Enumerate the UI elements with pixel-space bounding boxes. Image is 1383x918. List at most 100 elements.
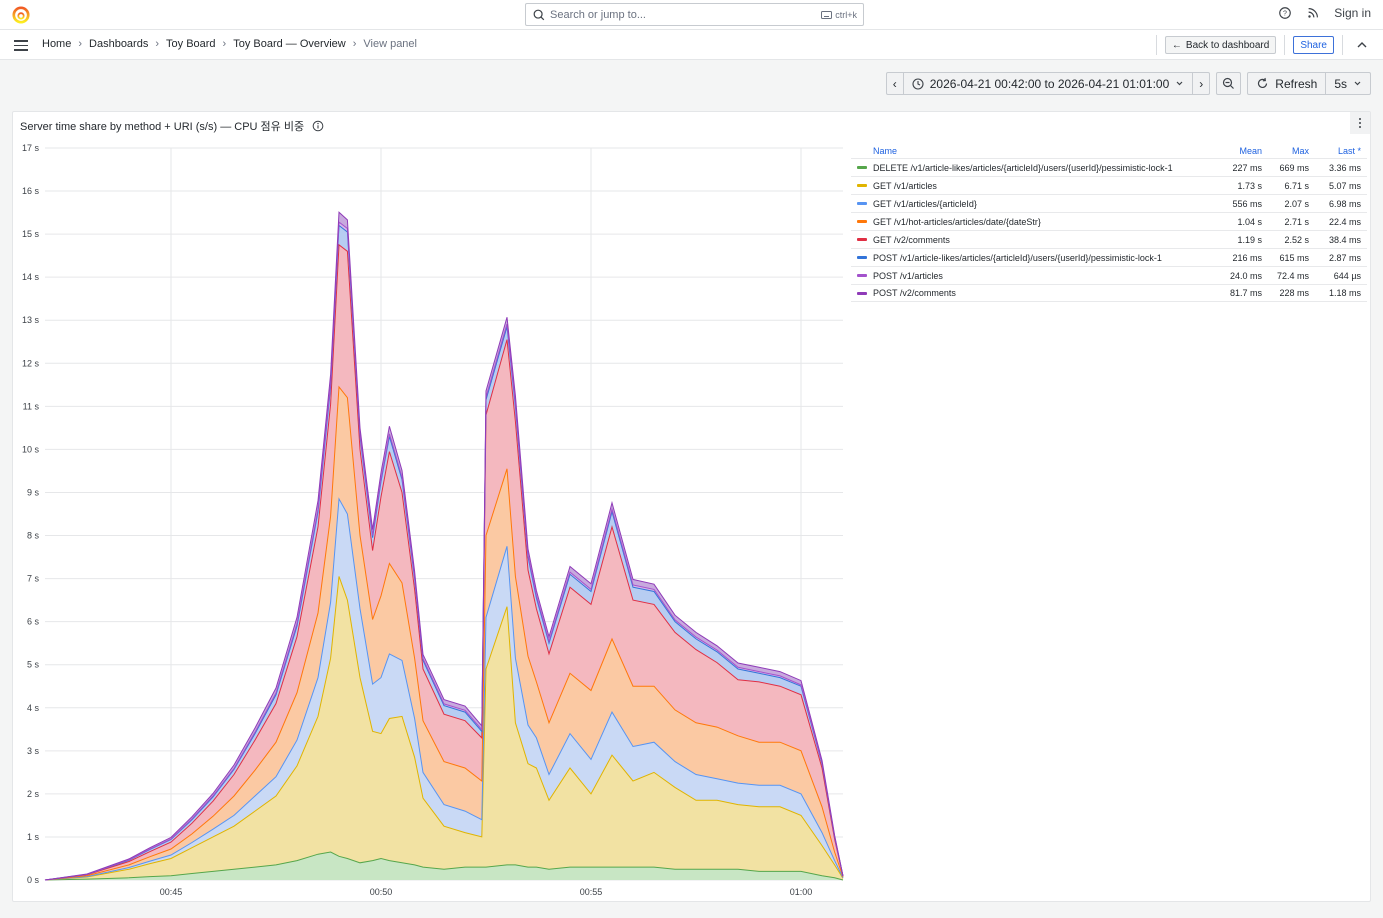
breadcrumb-current: View panel bbox=[363, 38, 417, 50]
legend-row[interactable]: GET /v1/hot-articles/articles/date/{date… bbox=[851, 212, 1367, 230]
legend-max: 72.4 ms bbox=[1276, 270, 1309, 281]
y-tick-label: 11 s bbox=[23, 401, 40, 411]
help-icon[interactable]: ? bbox=[1278, 6, 1292, 20]
legend-max: 6.71 s bbox=[1284, 180, 1309, 191]
legend-row[interactable]: POST /v1/article-likes/articles/{article… bbox=[851, 248, 1367, 266]
breadcrumb-home[interactable]: Home bbox=[42, 38, 72, 50]
chart-areas bbox=[45, 212, 843, 881]
series-area bbox=[45, 576, 843, 880]
chevron-up-icon[interactable] bbox=[1355, 38, 1369, 52]
share-button[interactable]: Share bbox=[1293, 36, 1334, 54]
time-back-button[interactable]: ‹ bbox=[887, 73, 904, 94]
legend-header-last[interactable]: Last * bbox=[1337, 146, 1361, 156]
time-range-picker[interactable]: 2026-04-21 00:42:00 to 2026-04-21 01:01:… bbox=[904, 73, 1194, 94]
y-tick-label: 14 s bbox=[22, 272, 40, 282]
clock-icon bbox=[912, 77, 924, 90]
legend-mean: 556 ms bbox=[1232, 198, 1262, 209]
legend-color-swatch bbox=[857, 166, 867, 169]
zoom-out-icon bbox=[1223, 77, 1235, 89]
legend-header-max[interactable]: Max bbox=[1291, 146, 1309, 156]
legend-series-label: GET /v2/comments bbox=[873, 234, 950, 245]
time-range-label: 2026-04-21 00:42:00 to 2026-04-21 01:01:… bbox=[929, 76, 1170, 91]
y-tick-label: 1 s bbox=[27, 832, 40, 842]
legend-mean: 1.73 s bbox=[1237, 180, 1262, 191]
legend-series-name: POST /v2/comments bbox=[851, 288, 1219, 298]
legend-series-label: DELETE /v1/article-likes/articles/{artic… bbox=[873, 162, 1173, 173]
y-tick-label: 0 s bbox=[27, 875, 40, 885]
legend-series-name: GET /v2/comments bbox=[851, 235, 1219, 245]
stacked-area-chart[interactable]: 0 s 1 s 2 s 3 s 4 s 5 s 6 s 7 s 8 s 9 s 10 s 11 s 12… bbox=[13, 112, 847, 901]
panel-title: Server time share by method + URI (s/s) … bbox=[20, 121, 305, 133]
refresh-interval-select[interactable]: 5s bbox=[1326, 73, 1370, 94]
chevron-right-icon: › bbox=[155, 38, 160, 50]
top-bar: Search or jump to... ctrl+k ? Sign in bbox=[0, 0, 1383, 30]
series-line bbox=[44, 221, 844, 881]
x-tick-label: 01:00 bbox=[790, 887, 813, 897]
legend-last: 2.87 ms bbox=[1328, 252, 1361, 263]
refresh-interval-value: 5s bbox=[1334, 76, 1347, 91]
rss-icon[interactable] bbox=[1306, 6, 1320, 20]
y-tick-label: 3 s bbox=[27, 746, 40, 756]
sign-in-link[interactable]: Sign in bbox=[1334, 6, 1371, 20]
legend-series-name: GET /v1/hot-articles/articles/date/{date… bbox=[851, 217, 1219, 227]
legend-color-swatch bbox=[857, 202, 867, 205]
y-tick-label: 6 s bbox=[27, 617, 40, 627]
legend-row[interactable]: DELETE /v1/article-likes/articles/{artic… bbox=[851, 158, 1367, 176]
legend-color-swatch bbox=[857, 184, 867, 187]
grafana-logo-icon[interactable] bbox=[12, 6, 30, 24]
legend-row[interactable]: GET /v1/articles 1.73 s 6.71 s 5.07 ms bbox=[851, 176, 1367, 194]
refresh-button[interactable]: Refresh bbox=[1248, 73, 1327, 94]
legend-mean: 1.19 s bbox=[1237, 234, 1262, 245]
legend-max: 2.07 s bbox=[1284, 198, 1309, 209]
legend-series-label: GET /v1/articles bbox=[873, 180, 937, 191]
zoom-out-button[interactable] bbox=[1216, 72, 1242, 95]
divider bbox=[1342, 35, 1343, 55]
breadcrumb-dashboards[interactable]: Dashboards bbox=[89, 38, 149, 50]
panel-menu-button[interactable] bbox=[1350, 112, 1370, 134]
legend-table: Name Mean Max Last * DELETE /v1/article-… bbox=[851, 144, 1367, 302]
chevron-down-icon bbox=[1176, 81, 1183, 86]
refresh-label: Refresh bbox=[1275, 76, 1318, 91]
legend-mean: 24.0 ms bbox=[1229, 270, 1262, 281]
legend-header-mean[interactable]: Mean bbox=[1239, 146, 1262, 156]
chart-lines bbox=[44, 211, 844, 881]
info-icon[interactable] bbox=[312, 120, 324, 132]
y-tick-label: 9 s bbox=[27, 487, 40, 497]
legend-mean: 81.7 ms bbox=[1229, 288, 1262, 298]
breadcrumb: Home › Dashboards › Toy Board › Toy Boar… bbox=[42, 38, 417, 50]
breadcrumb-dashboard[interactable]: Toy Board — Overview bbox=[233, 38, 346, 50]
x-tick-label: 00:55 bbox=[580, 887, 603, 897]
legend-header: Name Mean Max Last * bbox=[851, 144, 1367, 158]
chevron-right-icon: › bbox=[222, 38, 227, 50]
series-area bbox=[45, 852, 843, 880]
breadcrumb-folder[interactable]: Toy Board bbox=[166, 38, 216, 50]
arrow-left-icon: ← bbox=[1171, 39, 1182, 51]
legend-series-name: GET /v1/articles/{articleId} bbox=[851, 199, 1219, 209]
search-icon bbox=[533, 9, 545, 20]
legend-mean: 1.04 s bbox=[1237, 216, 1262, 227]
legend-row[interactable]: GET /v2/comments 1.19 s 2.52 s 38.4 ms bbox=[851, 230, 1367, 248]
legend-color-swatch bbox=[857, 291, 867, 295]
y-tick-label: 16 s bbox=[22, 186, 40, 196]
legend-header-name[interactable]: Name bbox=[873, 146, 898, 156]
x-tick-label: 00:45 bbox=[160, 887, 183, 897]
search-shortcut-label: ctrl+k bbox=[835, 9, 857, 20]
legend-last: 6.98 ms bbox=[1328, 198, 1361, 209]
search-input[interactable]: Search or jump to... ctrl+k bbox=[525, 3, 864, 26]
search-placeholder: Search or jump to... bbox=[550, 8, 646, 21]
legend-row[interactable]: POST /v2/comments 81.7 ms 228 ms 1.18 ms bbox=[851, 284, 1367, 302]
svg-text:?: ? bbox=[1283, 11, 1287, 18]
refresh-icon bbox=[1258, 77, 1268, 88]
menu-icon[interactable] bbox=[14, 40, 28, 51]
y-tick-label: 7 s bbox=[27, 574, 40, 584]
y-tick-label: 8 s bbox=[27, 531, 40, 541]
legend-row[interactable]: GET /v1/articles/{articleId} 556 ms 2.07 s… bbox=[851, 194, 1367, 212]
y-tick-label: 12 s bbox=[22, 358, 40, 368]
legend-color-swatch bbox=[857, 256, 867, 259]
legend-last: 22.4 ms bbox=[1328, 216, 1361, 227]
back-to-dashboard-button[interactable]: ← Back to dashboard bbox=[1164, 36, 1277, 54]
legend-series-name: DELETE /v1/article-likes/articles/{artic… bbox=[851, 163, 1219, 173]
time-forward-button[interactable]: › bbox=[1193, 73, 1209, 94]
legend-row[interactable]: POST /v1/articles 24.0 ms 72.4 ms 644 µs bbox=[851, 266, 1367, 284]
legend-color-swatch bbox=[857, 238, 867, 241]
